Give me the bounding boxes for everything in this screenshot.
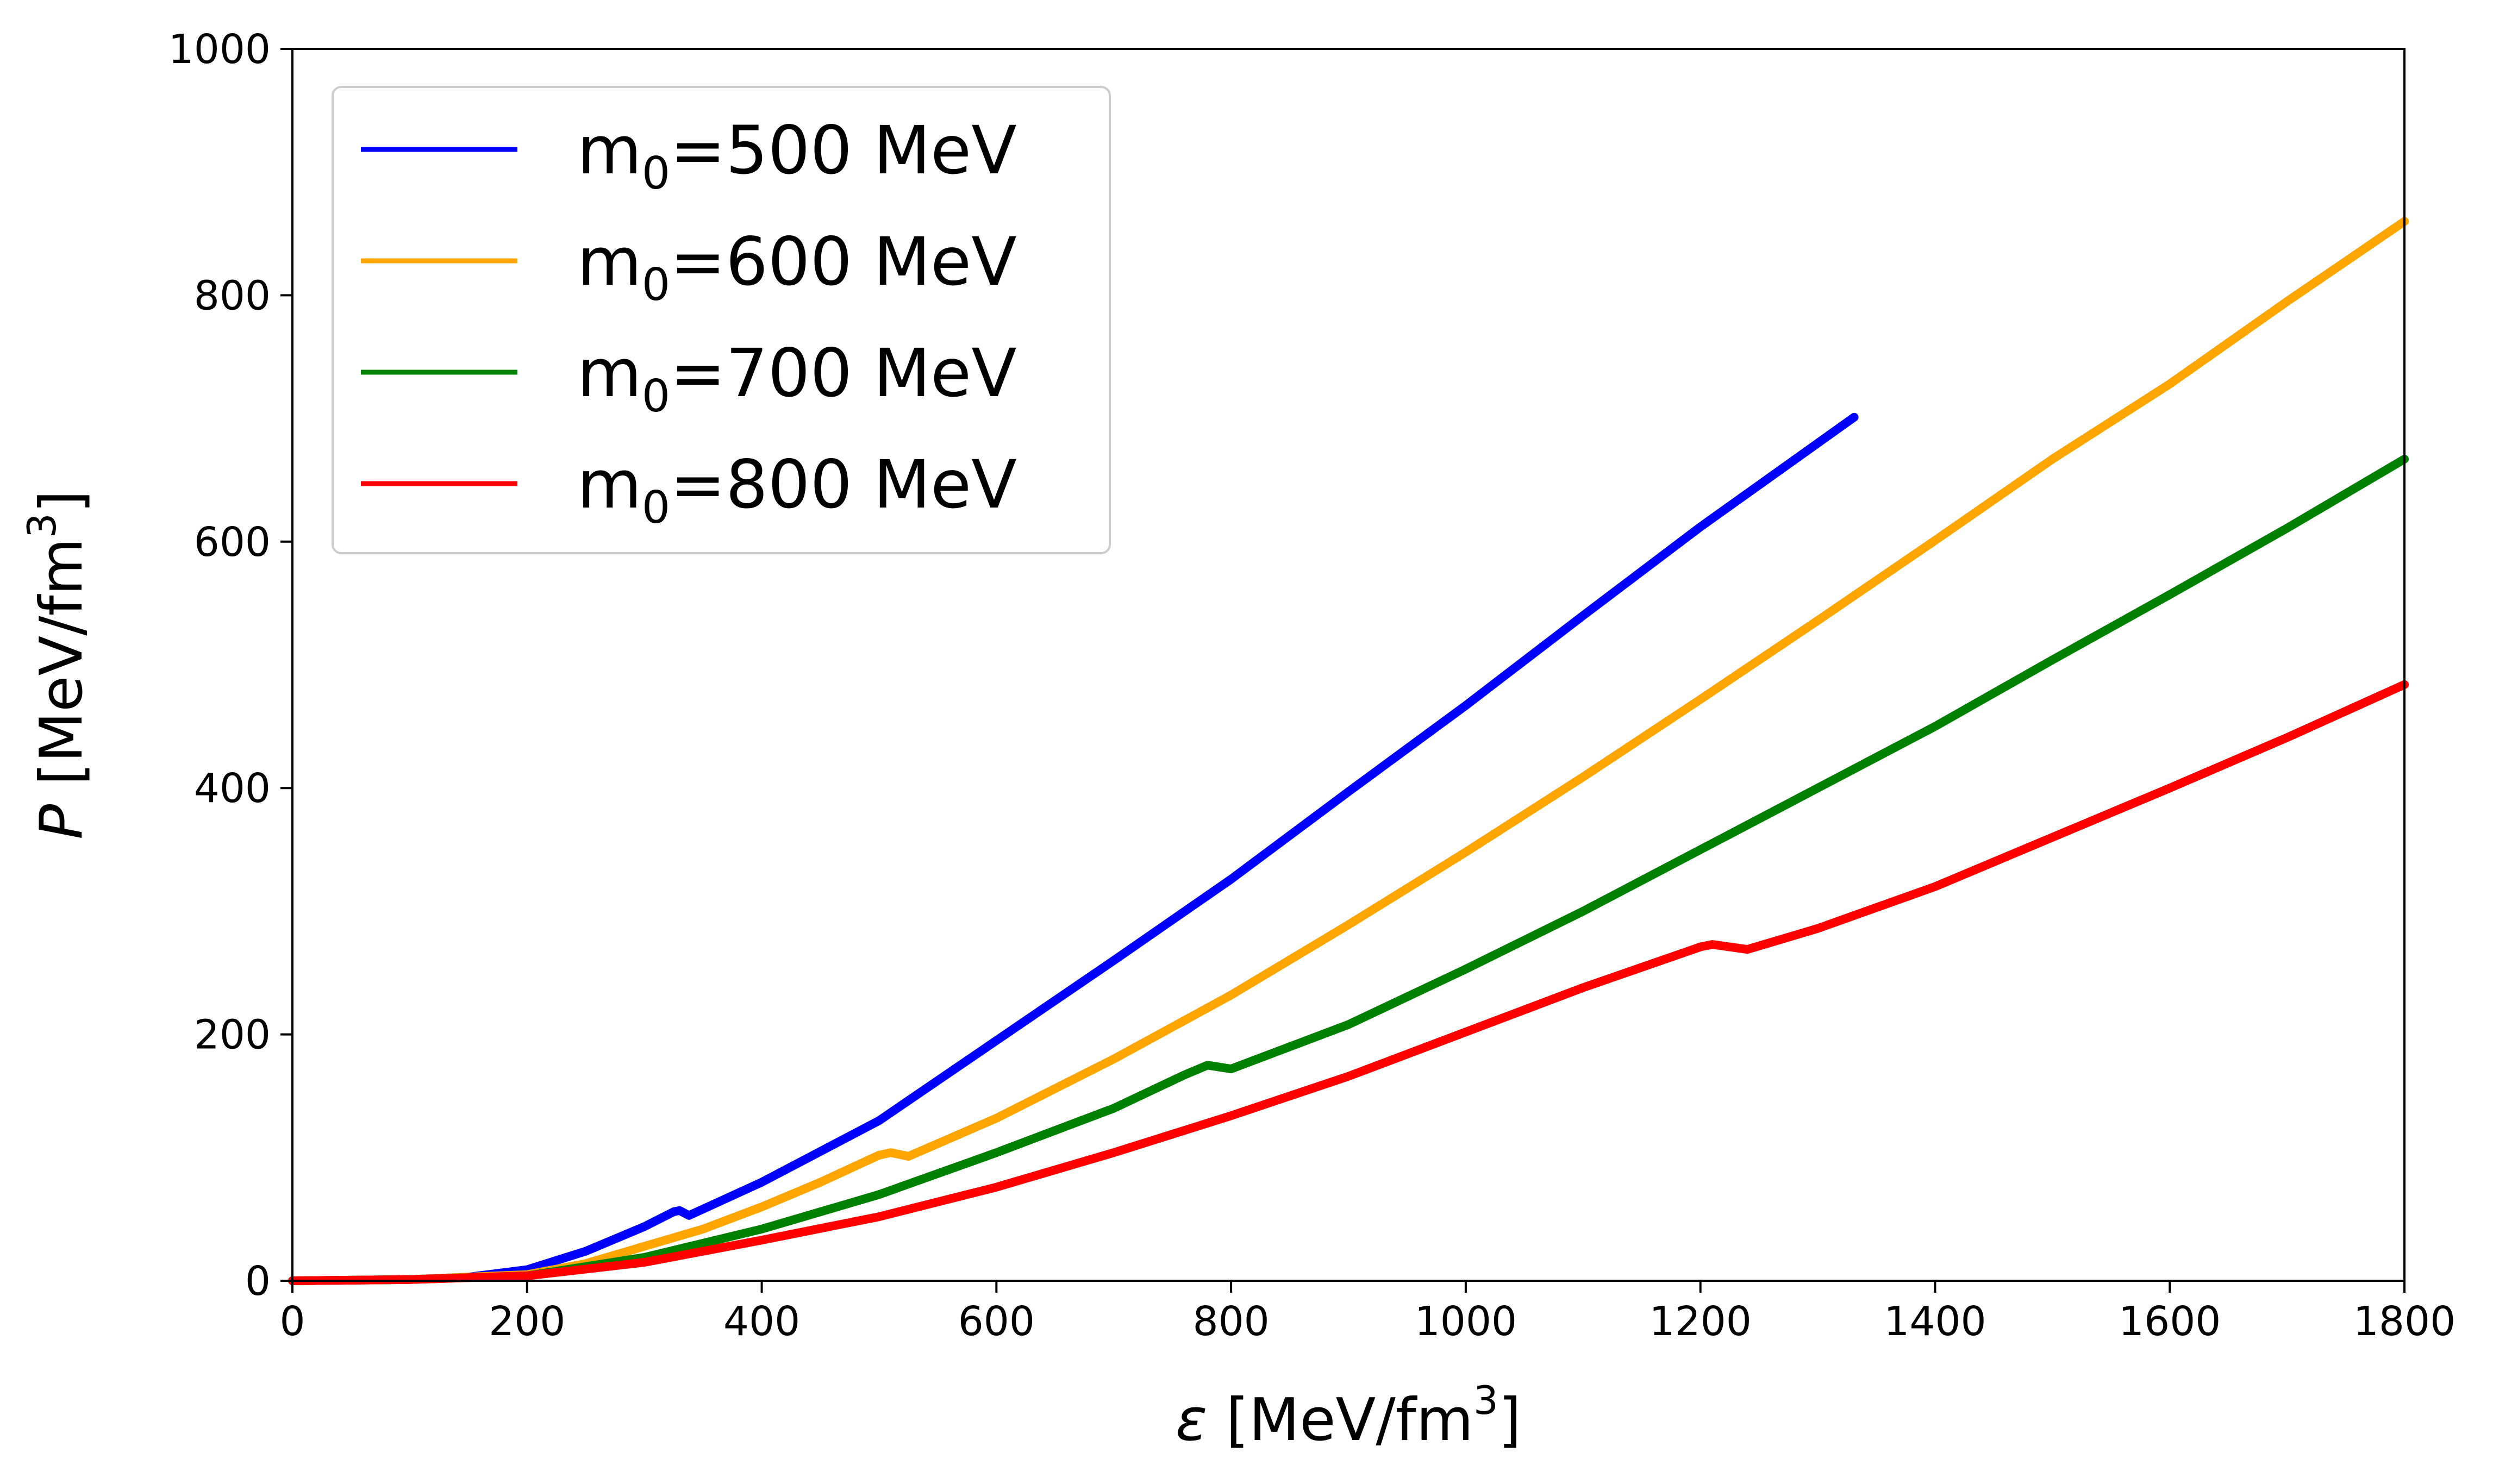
legend-label-rest: =500 MeV: [670, 112, 1017, 189]
x-tick-label: 1800: [2353, 1298, 2456, 1345]
y-tick-label: 1000: [168, 26, 271, 73]
legend-label-base: m: [577, 112, 642, 189]
x-tick-label: 0: [279, 1298, 305, 1345]
x-axis: 0 200 400 600 800 1000 1200 1400 1600 1800: [279, 1281, 2456, 1345]
x-tick-label: 1200: [1650, 1298, 1752, 1345]
x-tick-label: 400: [723, 1298, 800, 1345]
y-axis-unit-close: ]: [28, 490, 96, 513]
x-axis-unit-close: ]: [1498, 1386, 1521, 1454]
x-tick-label: 800: [1192, 1298, 1269, 1345]
series-line-3: [288, 454, 2409, 1285]
legend-label-sub: 0: [642, 482, 670, 534]
x-axis-label: ε [MeV/fm3]: [1176, 1377, 1521, 1454]
y-axis-label: P [MeV/fm3]: [19, 490, 96, 840]
x-tick-label: 600: [958, 1298, 1035, 1345]
y-tick-label: 600: [194, 519, 271, 566]
y-tick-label: 0: [245, 1258, 271, 1305]
x-tick-label: 1600: [2119, 1298, 2221, 1345]
y-axis-unit: [MeV/fm: [28, 538, 96, 785]
legend-label-base: m: [577, 446, 642, 523]
legend-label-base: m: [577, 335, 642, 412]
legend-label-rest: =800 MeV: [670, 446, 1017, 523]
x-axis-symbol: ε: [1176, 1386, 1207, 1454]
y-tick-label: 200: [194, 1012, 271, 1059]
series-line-4: [288, 680, 2409, 1285]
x-axis-unit-sup: 3: [1473, 1377, 1498, 1423]
axes-frame: [291, 48, 2406, 1282]
legend-entry: m0=500 MeV: [361, 112, 1017, 199]
legend-entry: m0=700 MeV: [361, 335, 1017, 422]
legend-label: m0=500 MeV: [577, 112, 1017, 199]
x-tick-label: 200: [489, 1298, 565, 1345]
legend-entry: m0=800 MeV: [361, 446, 1017, 534]
y-axis: 0 200 400 600 800 1000: [168, 26, 292, 1305]
x-axis-unit: [MeV/fm: [1226, 1386, 1473, 1454]
legend-label: m0=800 MeV: [577, 446, 1017, 534]
legend-label-rest: =700 MeV: [670, 335, 1017, 412]
y-axis-symbol: P: [28, 804, 96, 840]
legend-label-base: m: [577, 223, 642, 300]
series-line-1: [288, 412, 1859, 1285]
y-axis-unit-sup: 3: [19, 513, 65, 538]
y-tick-label: 400: [194, 765, 271, 812]
y-tick-label: 800: [194, 272, 271, 319]
legend-label: m0=600 MeV: [577, 223, 1017, 311]
legend-box: [332, 86, 1111, 554]
legend-label-rest: =600 MeV: [670, 223, 1017, 300]
legend-label-sub: 0: [642, 259, 670, 311]
legend-label: m0=700 MeV: [577, 335, 1017, 422]
legend-label-sub: 0: [642, 371, 670, 422]
x-tick-label: 1000: [1415, 1298, 1517, 1345]
legend-label-sub: 0: [642, 148, 670, 199]
plot-area: [288, 217, 2409, 1285]
legend-entry: m0=600 MeV: [361, 223, 1017, 311]
series-line-2: [288, 217, 2409, 1285]
x-tick-label: 1400: [1884, 1298, 1986, 1345]
